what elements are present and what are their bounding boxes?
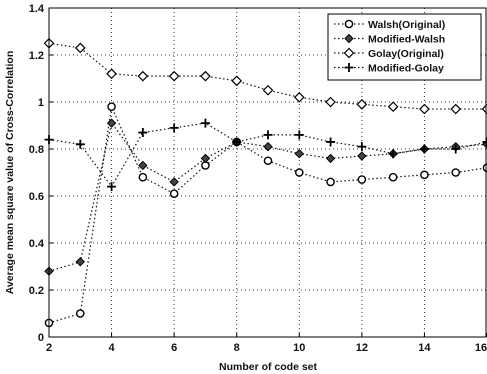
legend-label: Modified-Walsh bbox=[368, 34, 445, 46]
y-tick-label: 1 bbox=[38, 97, 44, 109]
legend-item: Modified-Golay bbox=[334, 63, 444, 75]
y-tick-label: 0.4 bbox=[29, 238, 45, 250]
data-point-diamond-open bbox=[106, 68, 117, 80]
data-point-diamond-open bbox=[325, 96, 336, 108]
x-tick-label: 8 bbox=[234, 342, 240, 354]
y-tick-label: 0.8 bbox=[29, 144, 44, 156]
x-tick-label: 12 bbox=[356, 342, 368, 354]
x-axis-ticks: 2 4 6 8 10 12 14 16 bbox=[46, 333, 487, 354]
x-tick-label: 4 bbox=[109, 342, 116, 354]
legend-item: Walsh(Original) bbox=[334, 19, 445, 31]
data-point-circle bbox=[169, 189, 179, 198]
data-point-plus bbox=[388, 149, 398, 159]
x-tick-label: 16 bbox=[475, 342, 487, 354]
y-tick-label: 1.2 bbox=[29, 50, 44, 62]
data-point-plus bbox=[75, 139, 85, 149]
data-point-plus bbox=[169, 123, 179, 133]
data-point-plus bbox=[200, 118, 210, 128]
data-point-diamond-open bbox=[137, 70, 149, 82]
data-point-circle bbox=[388, 172, 398, 182]
legend-label: Walsh(Original) bbox=[368, 19, 445, 31]
data-point-circle bbox=[357, 175, 367, 184]
data-point-plus bbox=[344, 63, 354, 72]
data-point-circle bbox=[344, 19, 354, 29]
legend-label: Modified-Golay bbox=[368, 63, 444, 75]
x-tick-label: 10 bbox=[293, 342, 305, 354]
data-point-diamond-filled bbox=[169, 177, 179, 187]
data-point-diamond-filled bbox=[75, 257, 85, 267]
data-point-circle bbox=[294, 168, 304, 177]
data-point-circle bbox=[138, 172, 148, 182]
y-axis-label: Average mean square value of Cross-Corre… bbox=[4, 51, 16, 295]
data-point-circle bbox=[107, 102, 116, 111]
legend-item: Golay(Original) bbox=[334, 47, 444, 60]
data-point-circle bbox=[75, 309, 85, 318]
series-layer bbox=[43, 37, 487, 328]
x-tick-label: 2 bbox=[46, 342, 52, 354]
y-tick-label: 0 bbox=[38, 332, 44, 344]
data-point-diamond-open bbox=[450, 103, 462, 115]
data-point-plus bbox=[357, 142, 367, 152]
legend: Walsh(Original) Modified-Walsh Golay(Origi… bbox=[327, 13, 482, 81]
data-point-circle bbox=[420, 170, 429, 180]
data-point-plus bbox=[138, 128, 148, 138]
data-point-diamond-filled bbox=[106, 118, 117, 128]
data-point-diamond-filled bbox=[263, 141, 273, 152]
data-point-diamond-filled bbox=[357, 151, 367, 161]
series-modified-walsh bbox=[44, 118, 487, 276]
y-axis-ticks: 0 0.2 0.4 0.6 0.8 1 1.2 1.4 bbox=[29, 3, 53, 344]
data-point-plus bbox=[451, 144, 461, 154]
y-tick-label: 0.6 bbox=[29, 191, 44, 203]
legend-box bbox=[327, 13, 482, 81]
data-point-plus bbox=[294, 130, 304, 140]
data-point-diamond-open bbox=[168, 70, 180, 82]
plot-frame bbox=[48, 7, 487, 338]
data-point-diamond-open bbox=[231, 75, 243, 87]
data-point-diamond-open bbox=[200, 70, 211, 82]
y-tick-label: 1.4 bbox=[29, 3, 45, 15]
data-point-circle bbox=[263, 156, 273, 166]
legend-label: Golay(Original) bbox=[368, 48, 444, 60]
data-point-diamond-filled bbox=[138, 160, 148, 171]
data-point-diamond-open bbox=[356, 99, 368, 110]
x-tick-label: 6 bbox=[171, 342, 177, 354]
data-point-circle bbox=[451, 168, 461, 177]
x-axis-label: Number of code set bbox=[219, 361, 318, 373]
data-point-plus bbox=[482, 137, 487, 147]
data-point-plus bbox=[232, 137, 242, 147]
series-line bbox=[48, 122, 487, 188]
data-point-plus bbox=[263, 130, 273, 140]
data-point-diamond-open bbox=[262, 84, 274, 96]
data-point-diamond-filled bbox=[344, 33, 354, 44]
data-point-diamond-open bbox=[293, 91, 305, 103]
data-point-diamond-filled bbox=[325, 153, 336, 164]
data-point-diamond-open bbox=[343, 47, 355, 59]
y-tick-label: 0.2 bbox=[29, 285, 44, 297]
x-tick-label: 14 bbox=[418, 342, 431, 354]
data-point-circle bbox=[326, 177, 335, 187]
data-point-diamond-filled bbox=[294, 148, 304, 159]
data-point-diamond-open bbox=[74, 42, 86, 54]
legend-item: Modified-Walsh bbox=[334, 34, 445, 46]
data-point-plus bbox=[107, 182, 117, 192]
series-modified-golay bbox=[44, 118, 487, 192]
data-point-diamond-open bbox=[419, 103, 430, 115]
data-point-diamond-filled bbox=[200, 153, 211, 164]
data-point-plus bbox=[419, 144, 429, 154]
data-point-diamond-open bbox=[387, 101, 399, 113]
data-point-plus bbox=[326, 137, 336, 147]
